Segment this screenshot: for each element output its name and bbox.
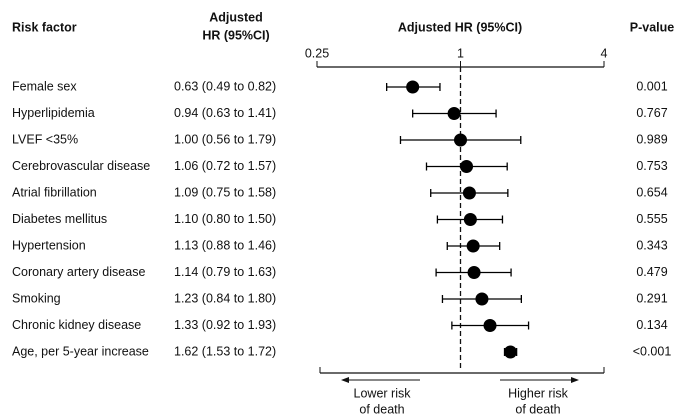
hr-label: 1.23 (0.84 to 1.80) (174, 291, 276, 305)
direction-label: of death (359, 402, 404, 416)
risk-factor-label: Smoking (12, 291, 61, 305)
hr-label: 1.33 (0.92 to 1.93) (174, 318, 276, 332)
hr-label: 1.62 (1.53 to 1.72) (174, 344, 276, 358)
point-estimate (483, 319, 497, 332)
p-value: 0.343 (636, 238, 667, 252)
risk-factor-label: Female sex (12, 79, 77, 93)
hr-label: 1.14 (0.79 to 1.63) (174, 265, 276, 279)
p-value: 0.134 (636, 318, 667, 332)
point-estimate (454, 133, 467, 147)
p-value: <0.001 (633, 344, 672, 358)
point-estimate (467, 266, 481, 279)
header-risk-factor: Risk factor (12, 20, 77, 34)
point-estimate (503, 345, 517, 359)
point-estimate (463, 213, 477, 226)
risk-factor-label: Hyperlipidemia (12, 106, 95, 120)
p-value: 0.654 (636, 185, 667, 199)
p-value: 0.555 (636, 212, 667, 226)
arrow-head (341, 377, 349, 383)
risk-factor-label: LVEF <35% (12, 132, 78, 146)
x-tick-label: 4 (601, 46, 608, 60)
hr-label: 1.13 (0.88 to 1.46) (174, 238, 276, 252)
hr-label: 1.10 (0.80 to 1.50) (174, 212, 276, 226)
direction-label: Lower risk (354, 386, 412, 400)
risk-factor-label: Coronary artery disease (12, 265, 145, 279)
hr-label: 1.06 (0.72 to 1.57) (174, 159, 276, 173)
risk-factor-label: Hypertension (12, 238, 86, 252)
point-estimate (460, 160, 474, 173)
p-value: 0.989 (636, 132, 667, 146)
axis-title: Adjusted HR (95%CI) (398, 20, 522, 34)
risk-factor-label: Age, per 5-year increase (12, 344, 149, 358)
x-tick-label: 1 (457, 46, 464, 60)
point-estimate (462, 186, 476, 200)
x-tick-label: 0.25 (305, 46, 329, 60)
risk-factor-label: Cerebrovascular disease (12, 159, 150, 173)
p-value: 0.001 (636, 79, 667, 93)
header-hr: Adjusted (209, 10, 262, 24)
point-estimate (447, 107, 461, 120)
p-value: 0.753 (636, 159, 667, 173)
p-value: 0.291 (636, 291, 667, 305)
direction-label: Higher risk (508, 386, 568, 400)
hr-label: 1.00 (0.56 to 1.79) (174, 132, 276, 146)
risk-factor-label: Atrial fibrillation (12, 185, 97, 199)
hr-label: 0.63 (0.49 to 0.82) (174, 79, 276, 93)
header-hr: HR (95%CI) (202, 28, 269, 42)
point-estimate (475, 292, 489, 306)
point-estimate (406, 80, 420, 94)
hr-label: 1.09 (0.75 to 1.58) (174, 185, 276, 199)
arrow-head (571, 377, 579, 383)
risk-factor-label: Chronic kidney disease (12, 318, 141, 332)
risk-factor-label: Diabetes mellitus (12, 212, 107, 226)
p-value: 0.479 (636, 265, 667, 279)
direction-label: of death (515, 402, 560, 416)
hr-label: 0.94 (0.63 to 1.41) (174, 106, 276, 120)
header-p-value: P-value (630, 20, 675, 34)
p-value: 0.767 (636, 106, 667, 120)
point-estimate (466, 239, 480, 253)
